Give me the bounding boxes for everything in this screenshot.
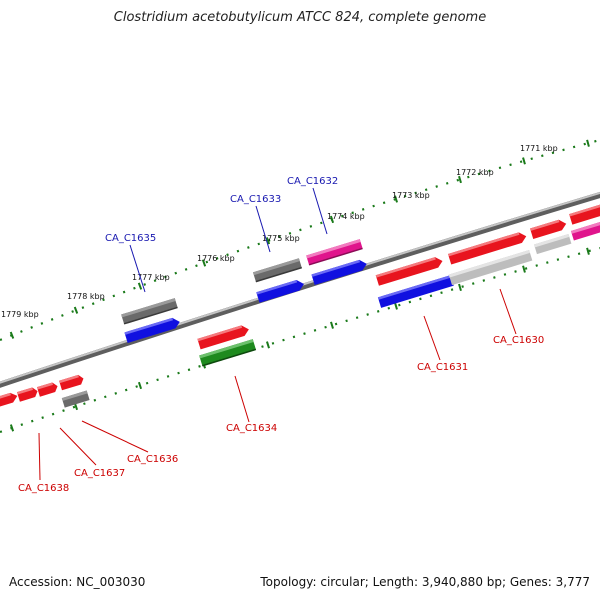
- feature-red-a[interactable]: [375, 255, 444, 286]
- gene-label-ca-c1630: CA_C1630: [493, 335, 544, 346]
- inner-tick-0: [9, 424, 15, 432]
- scale-label-1776: 1776 kbp: [197, 254, 235, 263]
- map-title: Clostridium acetobutylicum ATCC 824, com…: [113, 10, 487, 25]
- gene-label-ca-c1631: CA_C1631: [417, 362, 468, 373]
- scale-label-1774: 1774 kbp: [327, 212, 365, 221]
- leader-ca-c1638: [38, 432, 41, 481]
- inner-tick-2: [137, 381, 143, 390]
- leader-ca-c1636: [81, 420, 149, 453]
- outer-tick-0: [9, 331, 15, 339]
- leader-ca-c1634: [234, 375, 250, 423]
- leader-ca-c1630: [499, 288, 517, 335]
- outer-tick-1: [73, 306, 79, 314]
- outer-tick-9: [586, 139, 590, 147]
- scale-label-1771: 1771 kbp: [520, 144, 558, 153]
- gene-label-ca-c1634: CA_C1634: [226, 423, 277, 434]
- feature-ca-c1634[interactable]: [199, 339, 257, 367]
- outer-forward-features: [121, 239, 363, 325]
- feature-blue-1[interactable]: [124, 316, 181, 343]
- feature-red-h[interactable]: [0, 391, 19, 409]
- feature-red-g[interactable]: [16, 386, 39, 402]
- outer-tick-6: [394, 195, 398, 203]
- gene-label-ca-c1633: CA_C1633: [230, 194, 281, 205]
- scale-label-1775: 1775 kbp: [262, 234, 300, 243]
- outer-tick-7: [458, 175, 462, 184]
- feature-red-f[interactable]: [36, 381, 59, 397]
- genome-stats-label: Topology: circular; Length: 3,940,880 bp…: [260, 575, 590, 589]
- feature-ca-c1633[interactable]: [253, 258, 302, 283]
- scale-label-1777: 1777 kbp: [132, 273, 170, 282]
- scale-label-1778: 1778 kbp: [67, 292, 105, 301]
- feature-ca-c1632[interactable]: [306, 239, 363, 266]
- accession-label: Accession: NC_003030: [9, 575, 146, 589]
- inner-reverse-features: [61, 221, 600, 408]
- inner-tick-5: [330, 321, 334, 329]
- gene-label-ca-c1638: CA_C1638: [18, 483, 69, 494]
- outer-tick-8: [522, 157, 526, 165]
- feature-red-d[interactable]: [197, 324, 250, 350]
- inner-tick-4: [266, 341, 270, 349]
- feature-ca-c1637[interactable]: [61, 390, 90, 408]
- scale-label-1779: 1779 kbp: [1, 310, 39, 319]
- feature-blue-3[interactable]: [311, 258, 368, 285]
- outer-major-ticks: [9, 139, 590, 339]
- gene-labels: CA_C1630 CA_C1631 CA_C1632 CA_C1633 CA_C…: [18, 176, 544, 494]
- leader-ca-c1631: [423, 315, 441, 361]
- leader-lines: [38, 187, 517, 481]
- outer-tick-2: [137, 282, 143, 290]
- outer-tick-4: [265, 237, 271, 245]
- gene-label-ca-c1635: CA_C1635: [105, 233, 156, 244]
- gene-label-ca-c1632: CA_C1632: [287, 176, 338, 187]
- gene-label-ca-c1637: CA_C1637: [74, 468, 125, 479]
- outer-tick-3: [201, 259, 207, 267]
- gene-label-ca-c1636: CA_C1636: [127, 454, 178, 465]
- inner-tick-8: [522, 265, 526, 273]
- inner-tick-9: [586, 247, 590, 255]
- outer-tick-5: [329, 215, 335, 224]
- leader-ca-c1633: [255, 205, 271, 253]
- feature-ca-c1635[interactable]: [121, 298, 178, 325]
- feature-light-grey-1[interactable]: [448, 250, 533, 286]
- scale-labels: 1771 kbp 1772 kbp 1773 kbp 1774 kbp 1775…: [1, 144, 558, 319]
- inner-forward-features: [0, 202, 600, 409]
- feature-light-grey-2[interactable]: [534, 233, 572, 255]
- inner-scale-arc: [0, 246, 600, 434]
- feature-ca-c1631[interactable]: [377, 275, 454, 308]
- scale-label-1773: 1773 kbp: [392, 191, 430, 200]
- feature-magenta-2[interactable]: [570, 221, 600, 241]
- feature-ca-c1630[interactable]: [447, 231, 528, 265]
- scale-label-1772: 1772 kbp: [456, 168, 494, 177]
- feature-red-e[interactable]: [59, 374, 85, 391]
- outer-reverse-features: [124, 258, 368, 343]
- feature-red-c[interactable]: [569, 202, 600, 225]
- inner-tick-7: [458, 283, 462, 291]
- leader-ca-c1632: [312, 187, 328, 235]
- outer-scale-arc: [0, 138, 600, 342]
- leader-ca-c1635: [129, 244, 146, 293]
- feature-blue-2[interactable]: [256, 278, 305, 303]
- leader-ca-c1637: [59, 427, 97, 466]
- inner-tick-6: [394, 302, 398, 310]
- feature-red-b[interactable]: [530, 218, 568, 240]
